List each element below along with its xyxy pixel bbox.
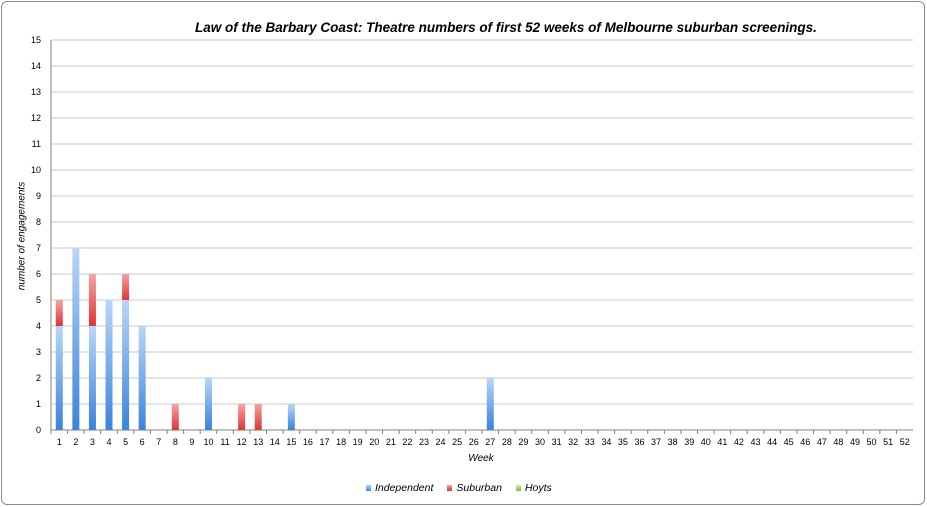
bar-independent-week-1 bbox=[55, 326, 63, 430]
legend-label-hoyts: Hoyts bbox=[524, 482, 552, 494]
x-tick-label: 17 bbox=[320, 437, 330, 447]
x-tick-label: 6 bbox=[140, 437, 145, 447]
bar-suburban-week-12 bbox=[238, 404, 246, 430]
y-tick-label: 8 bbox=[36, 217, 41, 227]
y-tick-label: 1 bbox=[36, 399, 41, 409]
y-tick-label: 0 bbox=[36, 425, 41, 435]
x-tick-label: 10 bbox=[203, 437, 213, 447]
x-tick-label: 12 bbox=[237, 437, 247, 447]
bar-independent-week-3 bbox=[88, 326, 96, 430]
x-tick-label: 52 bbox=[900, 437, 910, 447]
x-tick-label: 2 bbox=[73, 437, 78, 447]
x-tick-label: 30 bbox=[535, 437, 545, 447]
x-tick-label: 41 bbox=[717, 437, 727, 447]
x-tick-label: 24 bbox=[436, 437, 446, 447]
x-tick-label: 49 bbox=[850, 437, 860, 447]
x-tick-label: 16 bbox=[303, 437, 313, 447]
bar-independent-week-4 bbox=[105, 300, 113, 430]
chart-title: Law of the Barbary Coast: Theatre number… bbox=[195, 20, 817, 35]
legend-item-suburban: Suburban bbox=[447, 482, 502, 494]
bar-independent-week-2 bbox=[72, 248, 80, 430]
legend-item-independent: Independent bbox=[366, 482, 433, 494]
bar-independent-week-27 bbox=[486, 378, 494, 430]
legend-label-independent: Independent bbox=[375, 482, 434, 494]
bar-suburban-week-13 bbox=[254, 404, 262, 430]
x-tick-label: 7 bbox=[156, 437, 161, 447]
x-tick-label: 45 bbox=[784, 437, 794, 447]
x-tick-label: 29 bbox=[518, 437, 528, 447]
x-tick-label: 25 bbox=[452, 437, 462, 447]
x-tick-label: 8 bbox=[173, 437, 178, 447]
x-tick-label: 18 bbox=[336, 437, 346, 447]
y-tick-label: 10 bbox=[31, 165, 41, 175]
x-tick-label: 27 bbox=[485, 437, 495, 447]
legend-swatch-suburban bbox=[447, 485, 453, 491]
legend: Independent Suburban Hoyts bbox=[366, 482, 552, 494]
x-tick-label: 38 bbox=[668, 437, 678, 447]
y-tick-label: 2 bbox=[36, 373, 41, 383]
x-tick-label: 40 bbox=[701, 437, 711, 447]
bar-suburban-week-3 bbox=[88, 274, 96, 326]
y-tick-label: 5 bbox=[36, 295, 41, 305]
x-tick-label: 43 bbox=[751, 437, 761, 447]
x-tick-label: 9 bbox=[189, 437, 194, 447]
y-tick-label: 15 bbox=[31, 35, 41, 45]
x-tick-label: 46 bbox=[800, 437, 810, 447]
x-tick-label: 15 bbox=[286, 437, 296, 447]
legend-swatch-hoyts bbox=[515, 485, 521, 491]
y-tick-label: 12 bbox=[31, 113, 41, 123]
bar-independent-week-5 bbox=[122, 300, 130, 430]
y-tick-label: 6 bbox=[36, 269, 41, 279]
x-tick-label: 1 bbox=[57, 437, 62, 447]
legend-item-hoyts: Hoyts bbox=[515, 482, 552, 494]
bar-independent-week-10 bbox=[204, 378, 212, 430]
bar-independent-week-15 bbox=[287, 404, 295, 430]
y-tick-label: 13 bbox=[31, 87, 41, 97]
x-tick-label: 23 bbox=[419, 437, 429, 447]
legend-label-suburban: Suburban bbox=[456, 482, 502, 494]
x-tick-label: 34 bbox=[601, 437, 611, 447]
y-tick-label: 9 bbox=[36, 191, 41, 201]
x-tick-label: 5 bbox=[123, 437, 128, 447]
bar-suburban-week-5 bbox=[122, 274, 130, 300]
y-tick-label: 4 bbox=[36, 321, 41, 331]
bar-suburban-week-8 bbox=[171, 404, 179, 430]
x-tick-label: 39 bbox=[684, 437, 694, 447]
x-tick-label: 42 bbox=[734, 437, 744, 447]
x-tick-label: 31 bbox=[552, 437, 562, 447]
x-tick-label: 13 bbox=[253, 437, 263, 447]
legend-swatch-independent bbox=[366, 485, 371, 491]
x-tick-label: 47 bbox=[817, 437, 827, 447]
x-tick-label: 32 bbox=[568, 437, 578, 447]
x-tick-label: 28 bbox=[502, 437, 512, 447]
x-tick-label: 44 bbox=[767, 437, 777, 447]
y-tick-label: 11 bbox=[32, 139, 41, 149]
x-tick-label: 4 bbox=[107, 437, 112, 447]
x-tick-label: 37 bbox=[651, 437, 661, 447]
x-tick-label: 48 bbox=[833, 437, 843, 447]
x-tick-label: 20 bbox=[369, 437, 379, 447]
x-tick-label: 26 bbox=[469, 437, 479, 447]
y-tick-label: 14 bbox=[31, 61, 41, 71]
x-tick-label: 11 bbox=[220, 437, 229, 447]
x-tick-label: 51 bbox=[883, 437, 893, 447]
y-tick-label: 7 bbox=[36, 243, 41, 253]
bar-independent-week-6 bbox=[138, 326, 146, 430]
x-tick-label: 14 bbox=[270, 437, 280, 447]
x-tick-label: 3 bbox=[90, 437, 95, 447]
x-tick-label: 22 bbox=[402, 437, 412, 447]
x-tick-label: 21 bbox=[386, 437, 396, 447]
x-tick-label: 35 bbox=[618, 437, 628, 447]
x-tick-label: 36 bbox=[634, 437, 644, 447]
y-tick-label: 3 bbox=[36, 347, 41, 357]
bar-suburban-week-1 bbox=[55, 300, 63, 326]
x-tick-label: 19 bbox=[353, 437, 363, 447]
x-axis-title: Week bbox=[468, 453, 494, 464]
x-tick-label: 33 bbox=[585, 437, 595, 447]
x-tick-label: 50 bbox=[867, 437, 877, 447]
